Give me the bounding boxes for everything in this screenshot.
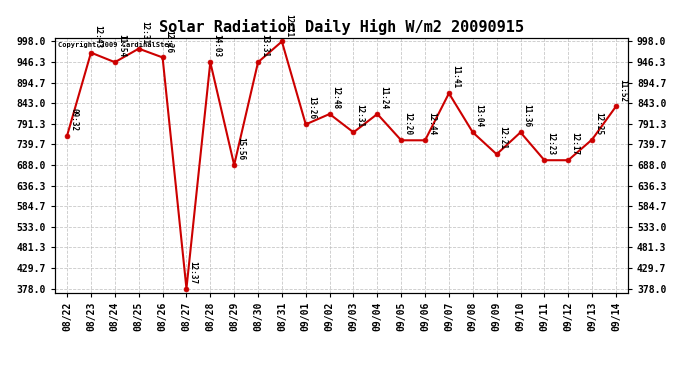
Text: 09:32: 09:32 <box>69 108 78 131</box>
Text: 11:52: 11:52 <box>618 78 627 102</box>
Text: 13:31: 13:31 <box>260 34 269 57</box>
Text: 12:31: 12:31 <box>355 104 364 128</box>
Text: 15:56: 15:56 <box>236 137 245 160</box>
Text: 12:23: 12:23 <box>546 132 555 156</box>
Text: 13:26: 13:26 <box>308 96 317 120</box>
Text: 12:37: 12:37 <box>188 261 197 284</box>
Text: 11:54: 11:54 <box>117 34 126 57</box>
Text: 12:48: 12:48 <box>331 86 341 109</box>
Text: 12:31: 12:31 <box>141 21 150 44</box>
Text: 12:44: 12:44 <box>427 112 436 135</box>
Text: 13:04: 13:04 <box>475 104 484 128</box>
Text: Copyright 2009 CardinalStem: Copyright 2009 CardinalStem <box>58 41 172 48</box>
Text: 12:43: 12:43 <box>93 25 102 48</box>
Text: 12:20: 12:20 <box>403 112 412 135</box>
Title: Solar Radiation Daily High W/m2 20090915: Solar Radiation Daily High W/m2 20090915 <box>159 19 524 35</box>
Text: 14:03: 14:03 <box>213 34 221 57</box>
Text: 12:25: 12:25 <box>594 112 603 135</box>
Text: 11:41: 11:41 <box>451 65 460 88</box>
Text: 11:36: 11:36 <box>522 104 531 128</box>
Text: 12:11: 12:11 <box>284 13 293 37</box>
Text: 12:17: 12:17 <box>570 132 579 156</box>
Text: 11:24: 11:24 <box>380 86 388 109</box>
Text: 12:26: 12:26 <box>164 30 173 52</box>
Text: 12:21: 12:21 <box>499 126 508 150</box>
